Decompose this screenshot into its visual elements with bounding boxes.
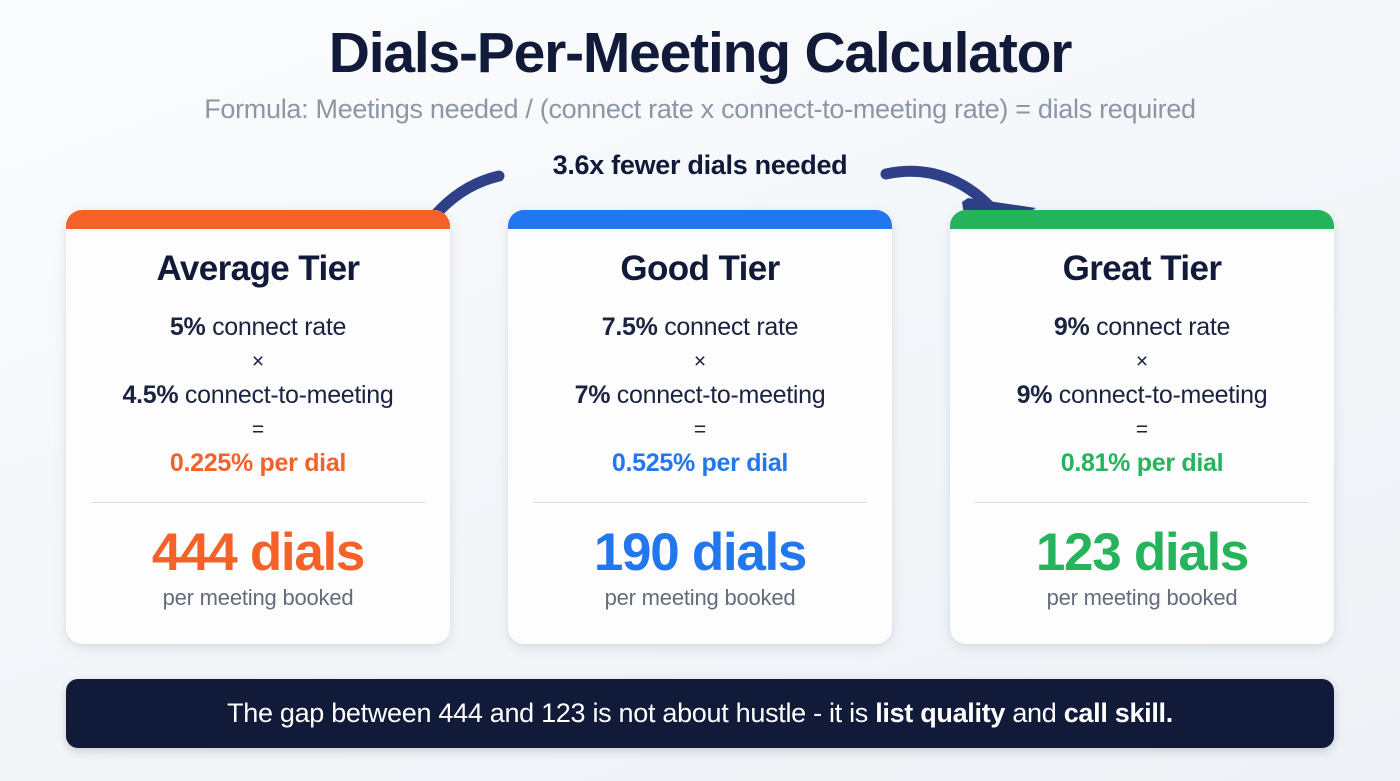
connect-rate-line: 7.5% connect rate [508, 315, 892, 340]
meeting-rate-label: connect-to-meeting [610, 381, 826, 409]
takeaway-bold2: call skill. [1063, 698, 1174, 728]
page-title: Dials-Per-Meeting Calculator [328, 21, 1073, 85]
connect-rate-label: connect rate [205, 313, 347, 341]
dials-caption: per meeting booked [162, 584, 354, 610]
formula-block: 7.5% connect rate × 7% connect-to-meetin… [508, 315, 892, 476]
card-accent-bar [66, 210, 450, 229]
meeting-rate-label: connect-to-meeting [178, 381, 394, 409]
card-title: Great Tier [1062, 249, 1222, 288]
dials-total: 190 dials [593, 523, 808, 582]
formula-block: 9% connect rate × 9% connect-to-meeting … [950, 315, 1334, 476]
tier-card-average[interactable]: Average Tier 5% connect rate × 4.5% conn… [66, 210, 450, 644]
meeting-rate-value: 7% [574, 381, 611, 409]
connect-rate-label: connect rate [1089, 313, 1231, 341]
meeting-rate-line: 4.5% connect-to-meeting [66, 383, 450, 408]
tier-card-great[interactable]: Great Tier 9% connect rate × 9% connect-… [950, 210, 1334, 644]
card-divider [91, 502, 425, 503]
per-dial-result: 0.525% per dial [611, 449, 789, 477]
header: Dials-Per-Meeting Calculator Formula: Me… [0, 21, 1400, 125]
takeaway-text: The gap between 444 and 123 is not about… [227, 698, 1173, 729]
card-title: Average Tier [156, 249, 361, 288]
card-divider [975, 502, 1309, 503]
annotation-label: 3.6x fewer dials needed [552, 150, 848, 180]
equals-symbol: = [251, 418, 265, 441]
meeting-rate-value: 9% [1016, 381, 1053, 409]
multiply-symbol: × [693, 350, 707, 373]
card-divider [533, 502, 867, 503]
meeting-rate-line: 7% connect-to-meeting [508, 383, 892, 408]
formula-block: 5% connect rate × 4.5% connect-to-meetin… [66, 315, 450, 476]
multiply-symbol: × [251, 350, 265, 373]
card-accent-bar [508, 210, 892, 229]
formula-subtitle: Formula: Meetings needed / (connect rate… [204, 93, 1196, 124]
meeting-rate-line: 9% connect-to-meeting [950, 383, 1334, 408]
tier-cards-row: Average Tier 5% connect rate × 4.5% conn… [66, 210, 1334, 644]
card-title: Good Tier [620, 249, 780, 288]
equals-symbol: = [693, 418, 707, 441]
takeaway-part2: and [1005, 698, 1064, 728]
card-accent-bar [950, 210, 1334, 229]
dials-caption: per meeting booked [604, 584, 796, 610]
equals-symbol: = [1135, 418, 1149, 441]
meeting-rate-label: connect-to-meeting [1052, 381, 1268, 409]
dials-total: 444 dials [151, 523, 366, 582]
takeaway-part1: The gap between 444 and 123 is not about… [227, 698, 876, 728]
dials-total: 123 dials [1035, 523, 1250, 582]
per-dial-result: 0.225% per dial [169, 449, 347, 477]
dials-caption: per meeting booked [1046, 584, 1238, 610]
connect-rate-value: 7.5% [601, 313, 658, 341]
connect-rate-line: 5% connect rate [66, 315, 450, 340]
meeting-rate-value: 4.5% [122, 381, 179, 409]
connect-rate-label: connect rate [657, 313, 799, 341]
connect-rate-line: 9% connect rate [950, 315, 1334, 340]
takeaway-banner: The gap between 444 and 123 is not about… [66, 679, 1334, 748]
per-dial-result: 0.81% per dial [1060, 449, 1224, 477]
takeaway-bold1: list quality [875, 698, 1006, 728]
connect-rate-value: 5% [169, 313, 206, 341]
tier-card-good[interactable]: Good Tier 7.5% connect rate × 7% connect… [508, 210, 892, 644]
connect-rate-value: 9% [1053, 313, 1090, 341]
multiply-symbol: × [1135, 350, 1149, 373]
